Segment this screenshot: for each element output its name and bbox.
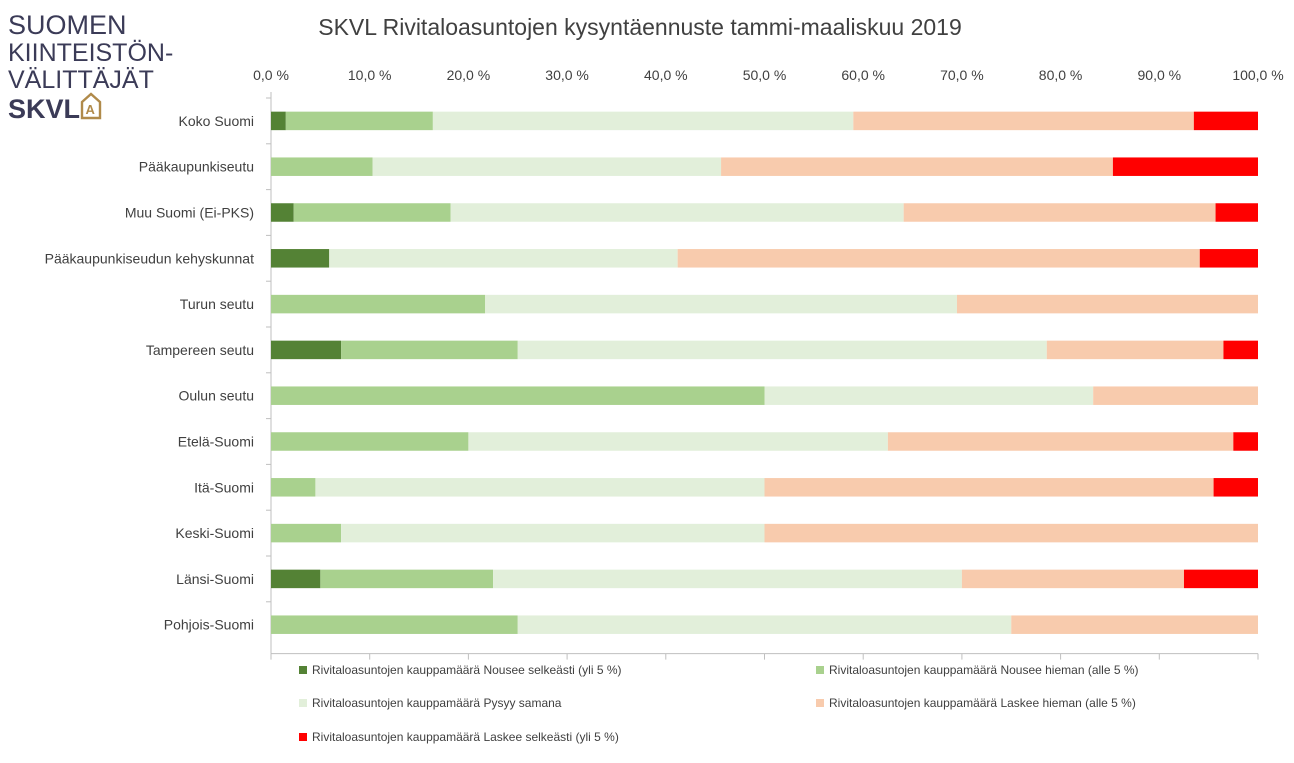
- bar-segment: [271, 203, 294, 222]
- bar-segment: [853, 111, 1194, 131]
- bar-segment: [315, 478, 765, 497]
- bar-segment: [341, 340, 518, 360]
- legend-label: Rivitaloasuntojen kauppamäärä Laskee hie…: [829, 696, 1136, 710]
- bar-segment: [493, 569, 962, 589]
- bar-segment: [887, 432, 1234, 451]
- category-label: Itä-Suomi: [194, 479, 254, 495]
- category-label: Pohjois-Suomi: [164, 617, 254, 633]
- x-tick-label: 80,0 %: [1039, 67, 1083, 83]
- bar-segment: [1112, 157, 1258, 176]
- skvl-logo: SUOMEN KIINTEISTÖN- VÄLITTÄJÄT SKVL A: [8, 10, 173, 124]
- category-label: Koko Suomi: [179, 113, 254, 129]
- x-tick-label: 20,0 %: [447, 67, 491, 83]
- category-label: Keski-Suomi: [175, 525, 254, 541]
- bar-segment: [1223, 340, 1258, 360]
- bar-segment: [271, 432, 469, 451]
- bar-segment: [1046, 340, 1224, 360]
- bar-segment: [1215, 203, 1258, 222]
- bar-segment: [271, 523, 342, 543]
- bar-segment: [320, 569, 494, 589]
- x-tick-label: 100,0 %: [1232, 67, 1283, 83]
- category-label: Etelä-Suomi: [178, 434, 254, 450]
- bar-segment: [271, 340, 342, 360]
- bar-segment: [271, 478, 316, 497]
- legend-swatch: [299, 666, 307, 674]
- bar-area: [271, 111, 1258, 634]
- legend-swatch: [299, 733, 307, 741]
- bar-segment: [485, 294, 957, 314]
- legend-label: Rivitaloasuntojen kauppamäärä Nousee hie…: [829, 663, 1139, 677]
- legend-label: Rivitaloasuntojen kauppamäärä Nousee sel…: [312, 663, 622, 677]
- x-tick-label: 70,0 %: [940, 67, 984, 83]
- logo-mark-letter: A: [86, 102, 96, 117]
- bar-segment: [961, 569, 1184, 589]
- bar-segment: [285, 111, 433, 131]
- x-tick-label: 30,0 %: [545, 67, 589, 83]
- bar-segment: [450, 203, 904, 222]
- bar-segment: [1011, 615, 1258, 634]
- bar-segment: [271, 157, 373, 176]
- bar-segment: [956, 294, 1258, 314]
- bar-segment: [1193, 111, 1258, 131]
- bar-segment: [271, 386, 765, 405]
- bar-segment: [903, 203, 1216, 222]
- bar-segment: [1213, 478, 1258, 497]
- x-tick-label: 0,0 %: [253, 67, 289, 83]
- bar-segment: [271, 294, 486, 314]
- bar-segment: [1183, 569, 1258, 589]
- bar-segment: [1199, 249, 1258, 268]
- bar-segment: [271, 615, 518, 634]
- bar-segment: [293, 203, 451, 222]
- x-tick-label: 60,0 %: [841, 67, 885, 83]
- legend-swatch: [816, 699, 824, 707]
- bar-segment: [329, 249, 678, 268]
- legend-label: Rivitaloasuntojen kauppamäärä Pysyy sama…: [312, 696, 562, 710]
- bar-segment: [764, 386, 1094, 405]
- axes: 0,0 % 10,0 % 20,0 % 30,0 % 40,0 % 50,0 % 60,0 …: [253, 67, 1284, 660]
- bar-segment: [372, 157, 722, 176]
- bar-segment: [271, 569, 321, 589]
- chart-title: SKVL Rivitaloasuntojen kysyntäennuste ta…: [318, 14, 962, 40]
- category-labels: Koko Suomi Pääkaupunkiseutu Muu Suomi (Ei-…: [45, 113, 254, 633]
- bar-segment: [1093, 386, 1258, 405]
- legend: Rivitaloasuntojen kauppamäärä Nousee sel…: [299, 663, 1139, 744]
- legend-swatch: [816, 666, 824, 674]
- category-label: Pääkaupunkiseudun kehyskunnat: [45, 250, 254, 266]
- category-label: Tampereen seutu: [146, 342, 254, 358]
- category-label: Turun seutu: [180, 296, 254, 312]
- category-label: Länsi-Suomi: [176, 571, 254, 587]
- x-tick-label: 40,0 %: [644, 67, 688, 83]
- category-label: Pääkaupunkiseutu: [139, 159, 254, 175]
- bar-segment: [432, 111, 854, 131]
- bar-segment: [764, 523, 1258, 543]
- bar-segment: [764, 478, 1214, 497]
- bar-segment: [517, 615, 1012, 634]
- category-label: Oulun seutu: [179, 388, 255, 404]
- logo-line-2: KIINTEISTÖN-: [8, 39, 173, 67]
- bar-segment: [341, 523, 765, 543]
- bar-segment: [1233, 432, 1258, 451]
- category-label: Muu Suomi (Ei-PKS): [125, 205, 254, 221]
- bar-segment: [271, 249, 330, 268]
- legend-swatch: [299, 699, 307, 707]
- x-tick-label: 50,0 %: [743, 67, 787, 83]
- x-tick-label: 10,0 %: [348, 67, 392, 83]
- logo-brand: SKVL: [8, 94, 80, 124]
- legend-label: Rivitaloasuntojen kauppamäärä Laskee sel…: [312, 730, 619, 744]
- bar-segment: [517, 340, 1047, 360]
- house-mark-icon: A: [80, 92, 102, 120]
- logo-line-3: VÄLITTÄJÄT: [8, 66, 154, 94]
- logo-line-1: SUOMEN: [8, 10, 127, 40]
- bar-segment: [468, 432, 888, 451]
- bar-segment: [677, 249, 1200, 268]
- bar-segment: [271, 111, 286, 131]
- bar-segment: [721, 157, 1113, 176]
- x-tick-label: 90,0 %: [1138, 67, 1182, 83]
